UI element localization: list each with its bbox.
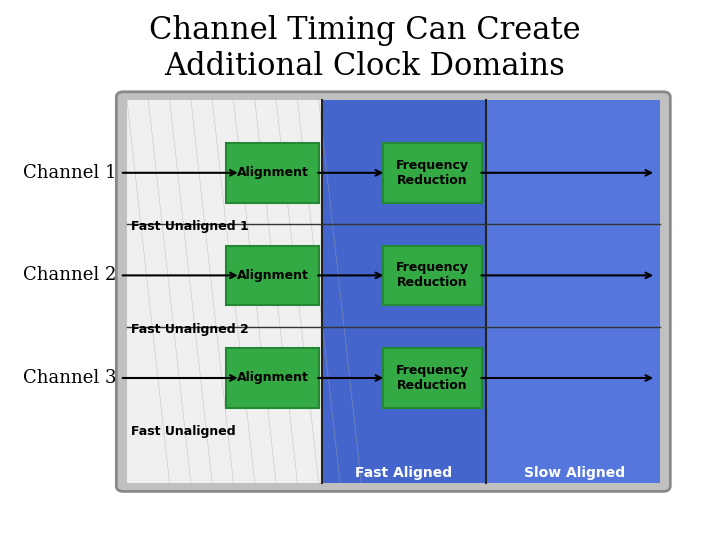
Text: Fast Unaligned: Fast Unaligned bbox=[130, 426, 235, 438]
Text: Alignment: Alignment bbox=[237, 166, 308, 179]
Text: Alignment: Alignment bbox=[237, 372, 308, 384]
Text: Channel 2: Channel 2 bbox=[23, 266, 117, 285]
Text: Fast Unaligned 1: Fast Unaligned 1 bbox=[130, 220, 248, 233]
Text: Frequency
Reduction: Frequency Reduction bbox=[396, 159, 469, 187]
FancyBboxPatch shape bbox=[127, 100, 323, 483]
Text: Channel Timing Can Create
Additional Clock Domains: Channel Timing Can Create Additional Clo… bbox=[149, 15, 581, 82]
Text: Channel 1: Channel 1 bbox=[23, 164, 117, 182]
FancyBboxPatch shape bbox=[382, 246, 482, 305]
FancyBboxPatch shape bbox=[226, 348, 319, 408]
FancyBboxPatch shape bbox=[226, 143, 319, 202]
Text: Slow Aligned: Slow Aligned bbox=[524, 465, 625, 480]
FancyBboxPatch shape bbox=[382, 348, 482, 408]
FancyBboxPatch shape bbox=[323, 100, 485, 483]
FancyBboxPatch shape bbox=[117, 92, 670, 491]
FancyBboxPatch shape bbox=[485, 100, 660, 483]
Text: Frequency
Reduction: Frequency Reduction bbox=[396, 261, 469, 289]
Text: Fast Aligned: Fast Aligned bbox=[356, 465, 453, 480]
Text: Fast Unaligned 2: Fast Unaligned 2 bbox=[130, 323, 248, 336]
Text: Alignment: Alignment bbox=[237, 269, 308, 282]
Text: Frequency
Reduction: Frequency Reduction bbox=[396, 364, 469, 392]
Text: Channel 3: Channel 3 bbox=[23, 369, 117, 387]
FancyBboxPatch shape bbox=[226, 246, 319, 305]
FancyBboxPatch shape bbox=[382, 143, 482, 202]
